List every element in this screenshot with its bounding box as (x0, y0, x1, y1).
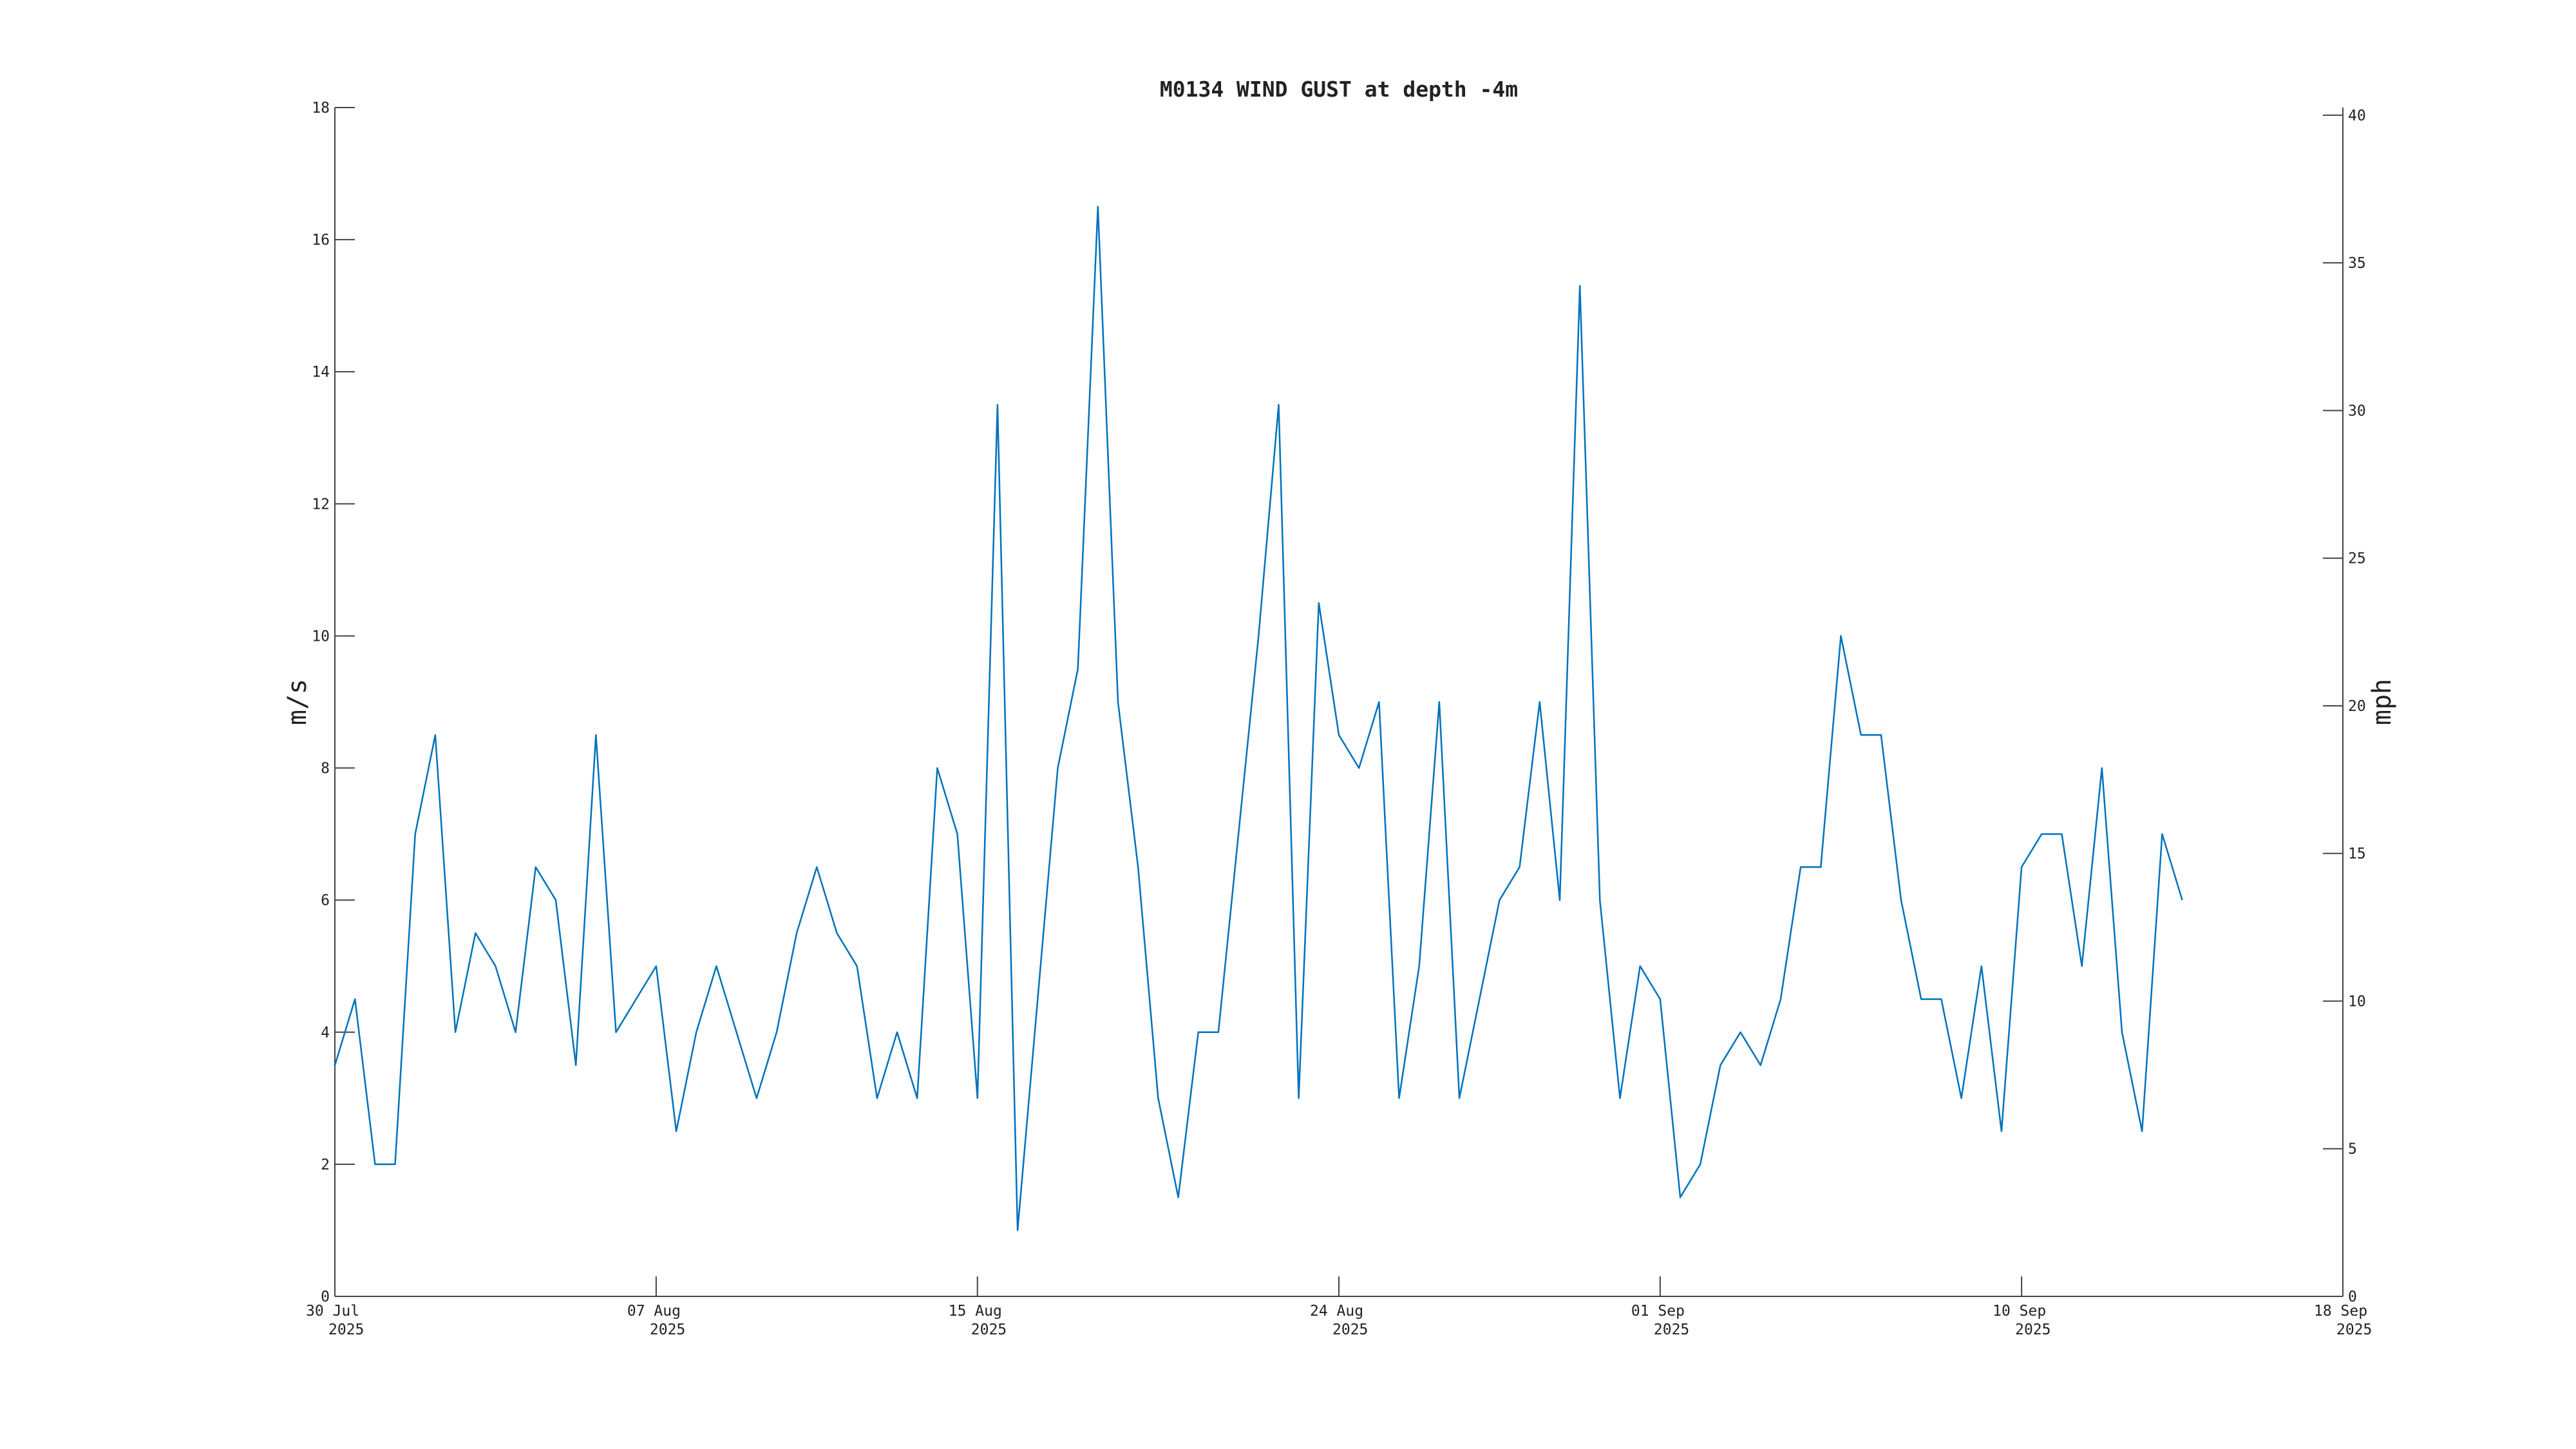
chart-title: M0134 WIND GUST at depth -4m (1160, 77, 1518, 102)
y-tick-label: 4 (321, 1025, 330, 1041)
y2-tick-label: 0 (2348, 1289, 2357, 1305)
y2-tick-label: 25 (2348, 551, 2366, 567)
y2-tick-label: 20 (2348, 698, 2366, 715)
y-tick-label: 8 (321, 761, 330, 777)
y2-tick-label: 30 (2348, 402, 2366, 419)
y-tick-label: 12 (312, 496, 330, 513)
y-tick-label: 18 (312, 100, 330, 117)
y-tick-label: 10 (312, 628, 330, 645)
x-tick-label: 24 Aug 2025 (1310, 1303, 1368, 1338)
x-tick-label: 18 Sep 2025 (2314, 1303, 2372, 1338)
y-tick-label: 0 (321, 1289, 330, 1305)
y-tick-label: 2 (321, 1157, 330, 1173)
y-tick-label: 14 (312, 364, 330, 381)
y-tick-label: 6 (321, 893, 330, 909)
y2-tick-label: 5 (2348, 1141, 2357, 1158)
x-tick-label: 30 Jul 2025 (306, 1303, 364, 1338)
x-tick-label: 10 Sep 2025 (1993, 1303, 2050, 1338)
y2-tick-label: 40 (2348, 108, 2366, 124)
y2-tick-label: 10 (2348, 993, 2366, 1010)
y2-tick-label: 15 (2348, 846, 2366, 862)
x-tick-label: 15 Aug 2025 (949, 1303, 1007, 1338)
y2-axis-title: mph (2367, 679, 2397, 725)
y-tick-label: 16 (312, 232, 330, 249)
y-axis-title: m/s (283, 679, 312, 725)
y2-tick-label: 35 (2348, 255, 2366, 272)
x-tick-label: 07 Aug 2025 (627, 1303, 685, 1338)
data-line (334, 205, 2183, 1231)
x-tick-label: 01 Sep 2025 (1631, 1303, 1689, 1338)
